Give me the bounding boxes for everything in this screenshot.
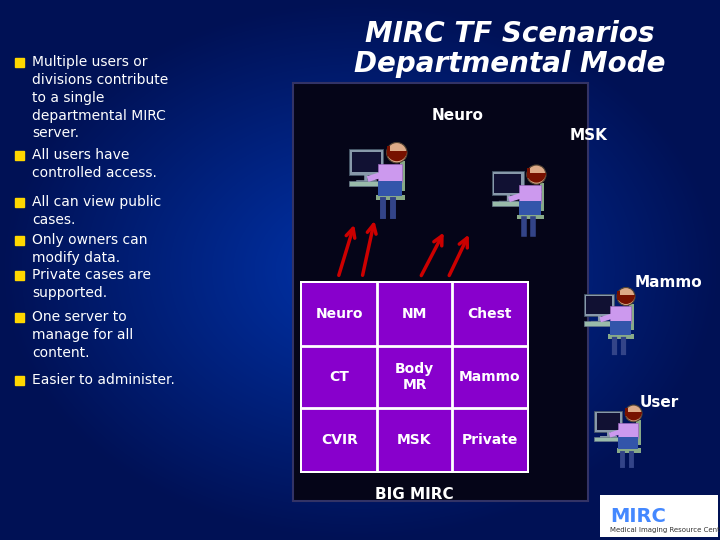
Text: Mammo: Mammo (459, 370, 521, 384)
Wedge shape (617, 295, 635, 304)
Bar (300, 281, 529, 473)
Circle shape (617, 287, 635, 306)
Bar (625, 408, 628, 416)
Text: MSK: MSK (397, 433, 432, 447)
Circle shape (527, 165, 546, 184)
Bar (629, 304, 634, 330)
Circle shape (387, 143, 407, 163)
Bar (15, 151, 24, 160)
Bar (492, 171, 523, 195)
Text: Medical Imaging Resource Center: Medical Imaging Resource Center (610, 527, 720, 533)
Text: Only owners can
modify data.: Only owners can modify data. (32, 233, 148, 265)
Bar (378, 181, 402, 196)
Bar (608, 334, 634, 339)
Text: CT: CT (330, 370, 349, 384)
Bar (387, 146, 390, 156)
Bar (617, 291, 620, 300)
Bar (539, 183, 544, 211)
Bar (519, 201, 541, 215)
Bar (494, 174, 521, 193)
Circle shape (625, 405, 642, 422)
Text: Departmental Mode: Departmental Mode (354, 50, 666, 78)
Bar (302, 283, 527, 471)
Bar (15, 376, 24, 385)
Bar (293, 83, 588, 501)
Text: Neuro: Neuro (432, 108, 484, 123)
Wedge shape (387, 151, 407, 161)
Bar (519, 185, 541, 202)
Bar (517, 214, 544, 219)
Text: MSK: MSK (570, 128, 608, 143)
Text: BIG MIRC: BIG MIRC (375, 487, 454, 502)
Bar (586, 296, 612, 314)
Bar (600, 495, 718, 537)
Text: Chest: Chest (467, 307, 512, 321)
Text: MIRC: MIRC (610, 507, 666, 525)
Bar (352, 152, 381, 172)
Text: CVIR: CVIR (321, 433, 358, 447)
Wedge shape (625, 412, 642, 421)
Text: One server to
manage for all
content.: One server to manage for all content. (32, 310, 133, 360)
Text: Easier to administer.: Easier to administer. (32, 373, 175, 387)
Bar (15, 313, 24, 322)
Bar (349, 149, 383, 175)
Bar (610, 306, 631, 323)
Text: Multiple users or
divisions contribute
to a single
departmental MIRC
server.: Multiple users or divisions contribute t… (32, 55, 168, 140)
Bar (595, 410, 622, 431)
Bar (618, 436, 638, 449)
Bar (636, 421, 641, 445)
Text: User: User (640, 395, 679, 410)
Bar (400, 161, 405, 191)
Bar (378, 164, 402, 183)
Bar (584, 321, 629, 326)
Bar (15, 236, 24, 245)
Bar (596, 413, 621, 429)
Bar (618, 422, 638, 438)
Bar (617, 448, 641, 453)
Bar (15, 198, 24, 207)
Text: Private: Private (462, 433, 518, 447)
Text: NM: NM (402, 307, 427, 321)
Text: Mammo: Mammo (635, 275, 703, 290)
Bar (584, 294, 614, 316)
Bar (610, 321, 631, 335)
Text: Private cases are
supported.: Private cases are supported. (32, 268, 151, 300)
Text: Neuro: Neuro (316, 307, 364, 321)
Text: All can view public
cases.: All can view public cases. (32, 195, 161, 227)
Wedge shape (527, 173, 546, 183)
Bar (15, 58, 24, 67)
Text: All users have
controlled access.: All users have controlled access. (32, 148, 157, 180)
Bar (595, 436, 636, 441)
Text: Body
MR: Body MR (395, 362, 434, 392)
Bar (377, 195, 405, 200)
Text: MIRC TF Scenarios: MIRC TF Scenarios (365, 20, 654, 48)
Bar (492, 201, 539, 206)
Bar (349, 181, 400, 186)
Bar (15, 271, 24, 280)
Bar (527, 168, 530, 178)
